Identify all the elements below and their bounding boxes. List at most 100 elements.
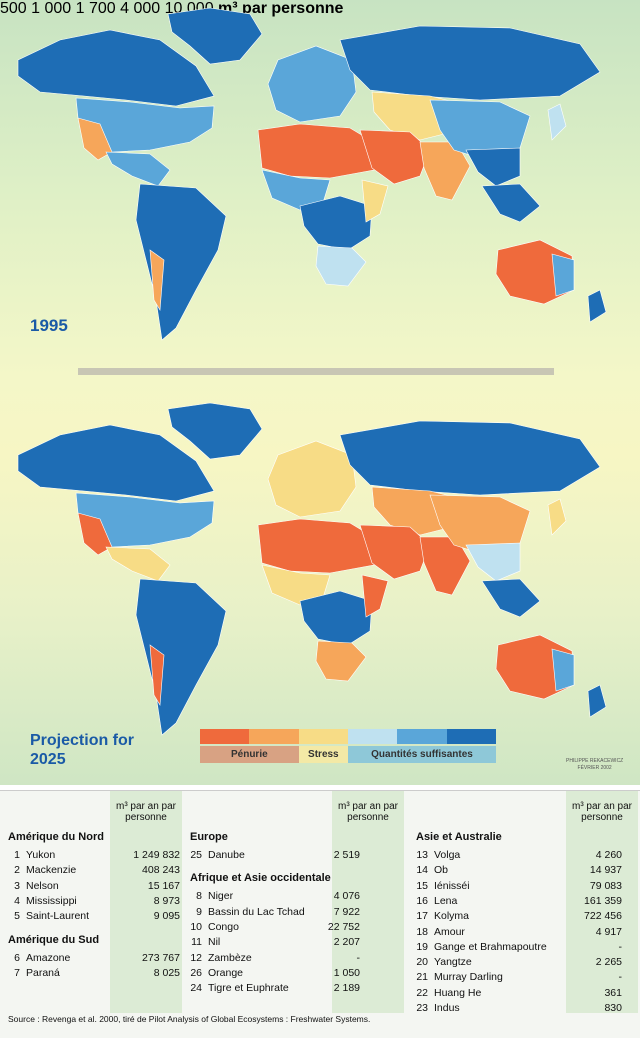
legend-swatch-2 <box>298 729 348 744</box>
basin-value: 722 456 <box>584 910 622 923</box>
new-zealand-region <box>587 684 607 718</box>
table-row: 12 Zambèze <box>184 951 252 966</box>
basin-number: 17 <box>416 910 428 923</box>
russia-region <box>339 25 601 101</box>
middle-east-region <box>359 524 431 580</box>
basin-name: Bassin du Lac Tchad <box>208 905 305 918</box>
basin-value: 4 260 <box>595 849 622 861</box>
basin-number: 9 <box>196 905 202 918</box>
world-map-2025 <box>17 402 607 736</box>
new-zealand-region <box>587 289 607 323</box>
table-row: 25 Danube <box>184 848 244 863</box>
central-africa-region <box>299 590 373 646</box>
table-row: 1 Yukon <box>2 848 55 863</box>
greenland-region <box>167 402 263 460</box>
basin-name: Kolyma <box>434 910 470 923</box>
table-row: 2 Mackenzie <box>2 863 76 878</box>
basin-number: 8 <box>196 890 202 903</box>
legend-category-1: Stress <box>298 746 348 763</box>
basin-value: - <box>618 940 623 953</box>
basin-name: Tigre et Euphrate <box>208 982 289 995</box>
basin-number: 20 <box>416 956 428 969</box>
table-row: 6 Amazone <box>2 951 70 966</box>
basin-value: 1 249 832 <box>133 849 180 861</box>
basin-number: 12 <box>190 951 202 964</box>
greenland-region <box>167 7 263 65</box>
legend-tick-1700: 1 700 <box>75 0 116 17</box>
basin-number: 18 <box>416 925 428 938</box>
table-row: 10 Congo <box>184 920 239 935</box>
basin-name: Zambèze <box>208 951 252 964</box>
south-america-region <box>135 578 227 736</box>
basin-name: Volga <box>434 849 461 861</box>
basin-number: 13 <box>416 849 428 861</box>
column-header: m³ par an par personne <box>115 801 177 823</box>
basin-value: 4 917 <box>595 925 622 938</box>
basin-value: 8 025 <box>153 966 180 979</box>
credit: PHILIPPE REKACEWICZ FÉVRIER 2002 <box>566 758 623 772</box>
table-row: 11 Nil <box>184 935 220 950</box>
basin-name: Murray Darling <box>434 971 503 984</box>
basin-value: 2 207 <box>333 936 360 949</box>
basin-value: 2 189 <box>333 982 360 995</box>
table-row: 26 Orange <box>184 966 243 981</box>
russia-region <box>339 420 601 496</box>
basin-name: Nil <box>208 936 221 949</box>
north-america-north-region <box>17 29 215 107</box>
region-heading: Europe <box>190 831 228 843</box>
basin-number: 22 <box>416 986 428 999</box>
basin-value: 273 767 <box>142 951 180 964</box>
table-row: 22 Huang He <box>410 986 481 1001</box>
region-heading: Afrique et Asie occidentale <box>190 872 331 885</box>
table-row: 18 Amour <box>410 925 465 940</box>
table-row: 5 Saint-Laurent <box>2 909 89 924</box>
basin-value: - <box>618 971 623 984</box>
table-row: 23 Indus <box>410 1001 459 1016</box>
legend-color-bar <box>200 729 496 744</box>
map-title-2025: Projection for 2025 <box>30 732 135 768</box>
legend-category-2: Quantités suffisantes <box>348 746 496 763</box>
europe-region <box>267 440 357 518</box>
north-america-southwest-region <box>77 117 113 161</box>
basin-name: Nelson <box>26 879 59 892</box>
basin-number: 23 <box>416 1002 428 1014</box>
world-map-1995 <box>17 7 607 341</box>
basin-value: 22 752 <box>327 920 360 933</box>
japan-region <box>547 498 567 536</box>
value-column-stripe <box>332 791 404 1013</box>
value-column-stripe <box>110 791 182 1013</box>
basin-name: Saint-Laurent <box>26 910 90 923</box>
basin-name: Yangtze <box>434 956 472 969</box>
table-row: 24 Tigre et Euphrate <box>184 981 289 996</box>
basin-number: 15 <box>416 879 428 892</box>
southern-africa-region <box>315 640 367 682</box>
basin-number: 11 <box>191 936 202 949</box>
column-header: m³ par an par personne <box>571 801 633 823</box>
basin-name: Huang He <box>434 986 482 999</box>
table-row: 17 Kolyma <box>410 909 469 924</box>
basin-value: 1 050 <box>333 966 360 979</box>
china-south-region <box>465 147 521 187</box>
value-column-stripe <box>566 791 638 1013</box>
map-title-1995: 1995 <box>30 316 68 335</box>
legend-tick-4000: 4 000 <box>120 0 161 17</box>
basin-value: 79 083 <box>589 879 622 892</box>
south-america-southwest-region <box>149 249 165 311</box>
basin-number: 10 <box>190 920 202 933</box>
table-row: 16 Lena <box>410 894 457 909</box>
south-america-region <box>135 183 227 341</box>
east-africa-region <box>361 179 389 223</box>
east-africa-region <box>361 574 389 618</box>
basin-value: 15 167 <box>147 879 180 892</box>
basin-value: - <box>356 951 361 964</box>
southeast-asia-region <box>481 578 541 618</box>
north-africa-region <box>257 518 381 574</box>
table-row: 3 Nelson <box>2 879 59 894</box>
credit-author: PHILIPPE REKACEWICZ <box>566 758 624 764</box>
basin-table: Source : Revenga et al. 2000, tiré de Pi… <box>0 790 640 1038</box>
table-row: 4 Mississippi <box>2 894 77 909</box>
legend-swatch-5 <box>446 729 496 744</box>
legend-unit: m³ par personne <box>218 0 344 17</box>
table-row: 15 Iénisséi <box>410 879 469 894</box>
china-south-region <box>465 542 521 582</box>
